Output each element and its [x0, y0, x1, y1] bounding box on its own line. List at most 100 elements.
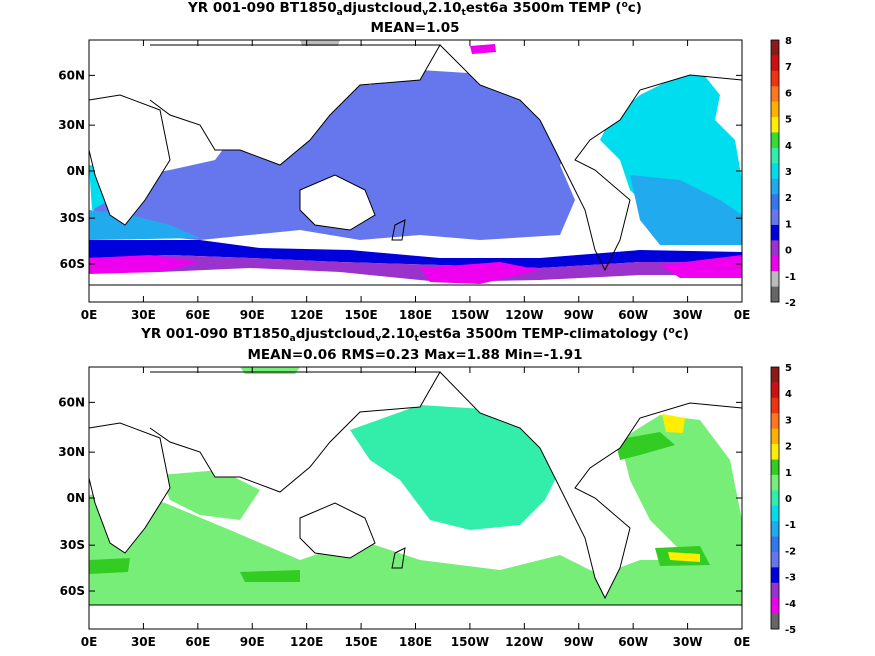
colorbar-0-segment — [771, 147, 779, 164]
top-magenta-arctic — [470, 44, 496, 54]
colorbar-1-label: -3 — [785, 573, 796, 584]
colorbar-0-label: 6 — [785, 88, 792, 99]
colorbar-0-segment — [771, 240, 779, 257]
bottom-atlantic-yellow-north — [662, 414, 685, 433]
top-xtick-label: 30E — [131, 308, 156, 322]
bottom-atlantic-green — [615, 432, 675, 460]
bottom-indian-fill — [160, 470, 260, 520]
colorbar-1-segment — [771, 413, 779, 429]
colorbar-0-segment — [771, 209, 779, 226]
bottom-south-atlantic-yellow — [668, 552, 700, 562]
colorbar-1-segment — [771, 459, 779, 476]
colorbar-1-segment — [771, 582, 779, 599]
bottom-southern-green-1 — [240, 570, 300, 582]
bottom-land-australia — [300, 503, 375, 558]
bottom-arctic-green — [240, 367, 300, 374]
top-xtick-label: 180E — [399, 308, 432, 322]
bottom-xtick-label: 60E — [185, 635, 210, 649]
colorbar-1-segment — [771, 551, 779, 568]
colorbar-0-segment — [771, 163, 779, 180]
top-ytick-label: 0N — [67, 164, 85, 178]
bottom-ytick-label: 60N — [58, 395, 85, 409]
colorbar-1-segment — [771, 567, 779, 584]
top-xtick-label: 30W — [673, 308, 703, 322]
colorbar-1-segment — [771, 505, 779, 522]
colorbar-1-label: 0 — [785, 494, 792, 505]
bottom-ytick-label: 60S — [60, 584, 85, 598]
top-ytick-label: 30N — [58, 118, 85, 132]
bottom-xtick-label: 30E — [131, 635, 156, 649]
bottom-xtick-label: 150E — [344, 635, 377, 649]
colorbar-0-label: 3 — [785, 167, 792, 178]
colorbar-1-label: 3 — [785, 415, 792, 426]
bottom-xtick-label: 0E — [81, 635, 98, 649]
top-xtick-label: 60W — [618, 308, 648, 322]
bottom-coastlines — [89, 371, 742, 606]
colorbar-1-segment — [771, 490, 779, 507]
colorbar-0-segment — [771, 55, 779, 72]
bottom-xtick-label: 0E — [734, 635, 751, 649]
bottom-land-americas — [440, 372, 742, 598]
bottom-land-asia — [150, 372, 440, 492]
top-xtick-label: 120W — [505, 308, 543, 322]
top-xtick-label: 60E — [185, 308, 210, 322]
colorbar-1-label: -2 — [785, 546, 796, 557]
colorbar-0-segment — [771, 101, 779, 118]
colorbar-1-label: -5 — [785, 625, 796, 636]
colorbar-1-label: 1 — [785, 468, 792, 479]
colorbar-1-label: -4 — [785, 599, 796, 610]
colorbar-1-segment — [771, 521, 779, 537]
bottom-pacific-fill — [350, 405, 560, 530]
colorbar-0-segment — [771, 132, 779, 149]
colorbar-1-label: 4 — [785, 389, 792, 400]
bottom-xtick-label: 30W — [673, 635, 703, 649]
top-land-australia — [300, 175, 375, 230]
top-mid-blue-1 — [630, 175, 742, 245]
colorbar-1-segment — [771, 444, 779, 460]
top-title: YR 001-090 BT1850adjustcloudv2.10test6a … — [188, 0, 642, 18]
top-xtick-label: 90E — [240, 308, 265, 322]
top-coastlines — [89, 44, 742, 286]
colorbar-0-segment — [771, 255, 779, 272]
top-ytick-label: 30S — [60, 211, 85, 225]
colorbar-1-segment — [771, 613, 779, 630]
bottom-xtick-label: 180E — [399, 635, 432, 649]
bottom-ytick-label: 30S — [60, 538, 85, 552]
colorbar-0-segment — [771, 271, 779, 287]
top-xtick-label: 90W — [564, 308, 594, 322]
bottom-map — [89, 367, 742, 629]
colorbar-0-segment — [771, 117, 779, 133]
colorbar-0-label: -2 — [785, 298, 796, 309]
top-xtick-label: 120E — [290, 308, 323, 322]
colorbar-1-segment — [771, 474, 779, 491]
bottom-xtick-label: 150W — [451, 635, 489, 649]
bottom-xtick-label: 90W — [564, 635, 594, 649]
bottom-southern-green-2 — [89, 558, 130, 574]
colorbar-0-segment — [771, 178, 779, 195]
colorbar-0-label: 4 — [785, 141, 792, 152]
top-map — [89, 40, 742, 302]
top-land-africa — [89, 95, 170, 225]
axis-layer: 0E 30E 60E 90E 120E 150E 180E 150W 120W 90W 60W 30W… — [58, 40, 750, 649]
bottom-atlantic-fill — [620, 415, 742, 575]
colorbar-0-segment — [771, 86, 779, 102]
colorbar-0-frame — [770, 39, 780, 303]
colorbar-0-label: 7 — [785, 62, 792, 73]
top-magenta-2 — [420, 262, 540, 284]
bottom-land-africa — [89, 423, 170, 553]
top-magenta-1 — [89, 255, 200, 274]
colorbar-1-frame — [770, 366, 780, 630]
colorbar-1-label: 5 — [785, 363, 792, 374]
top-xtick-label: 0E — [81, 308, 98, 322]
colorbar-0-label: -1 — [785, 272, 796, 283]
colorbar-0-segment — [771, 286, 779, 303]
bottom-xtick-label: 120W — [505, 635, 543, 649]
top-xtick-label: 0E — [734, 308, 751, 322]
bottom-stats: MEAN=0.06 RMS=0.23 Max=1.88 Min=-1.91 — [247, 347, 583, 363]
colorbar-layer: 8 7 6 5 4 3 2 1 0 -1 -2 5 4 3 2 1 0 -1 -2 -3 -4 -5 — [770, 36, 796, 636]
bottom-ytick-label: 0N — [67, 491, 85, 505]
top-southern-band — [89, 240, 742, 268]
colorbar-0-label: 5 — [785, 115, 792, 126]
colorbar-0-segment — [771, 224, 779, 241]
top-land-asia — [150, 45, 440, 165]
